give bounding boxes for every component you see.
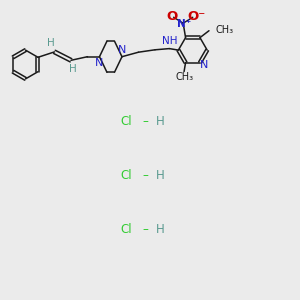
Text: Cl: Cl [120, 223, 132, 236]
Text: H: H [47, 38, 55, 49]
Text: –: – [142, 169, 148, 182]
Text: Cl: Cl [120, 115, 132, 128]
Text: N: N [200, 60, 208, 70]
Text: H: H [156, 115, 165, 128]
Text: –: – [142, 115, 148, 128]
Text: CH₃: CH₃ [175, 72, 193, 82]
Text: N⁺: N⁺ [177, 20, 191, 29]
Text: O: O [166, 10, 177, 23]
Text: CH₃: CH₃ [216, 25, 234, 34]
Text: NH: NH [162, 36, 177, 46]
Text: O⁻: O⁻ [188, 10, 206, 23]
Text: H: H [70, 64, 77, 74]
Text: N: N [95, 58, 104, 68]
Text: Cl: Cl [120, 169, 132, 182]
Text: H: H [156, 223, 165, 236]
Text: –: – [142, 223, 148, 236]
Text: N: N [118, 45, 126, 55]
Text: H: H [156, 169, 165, 182]
